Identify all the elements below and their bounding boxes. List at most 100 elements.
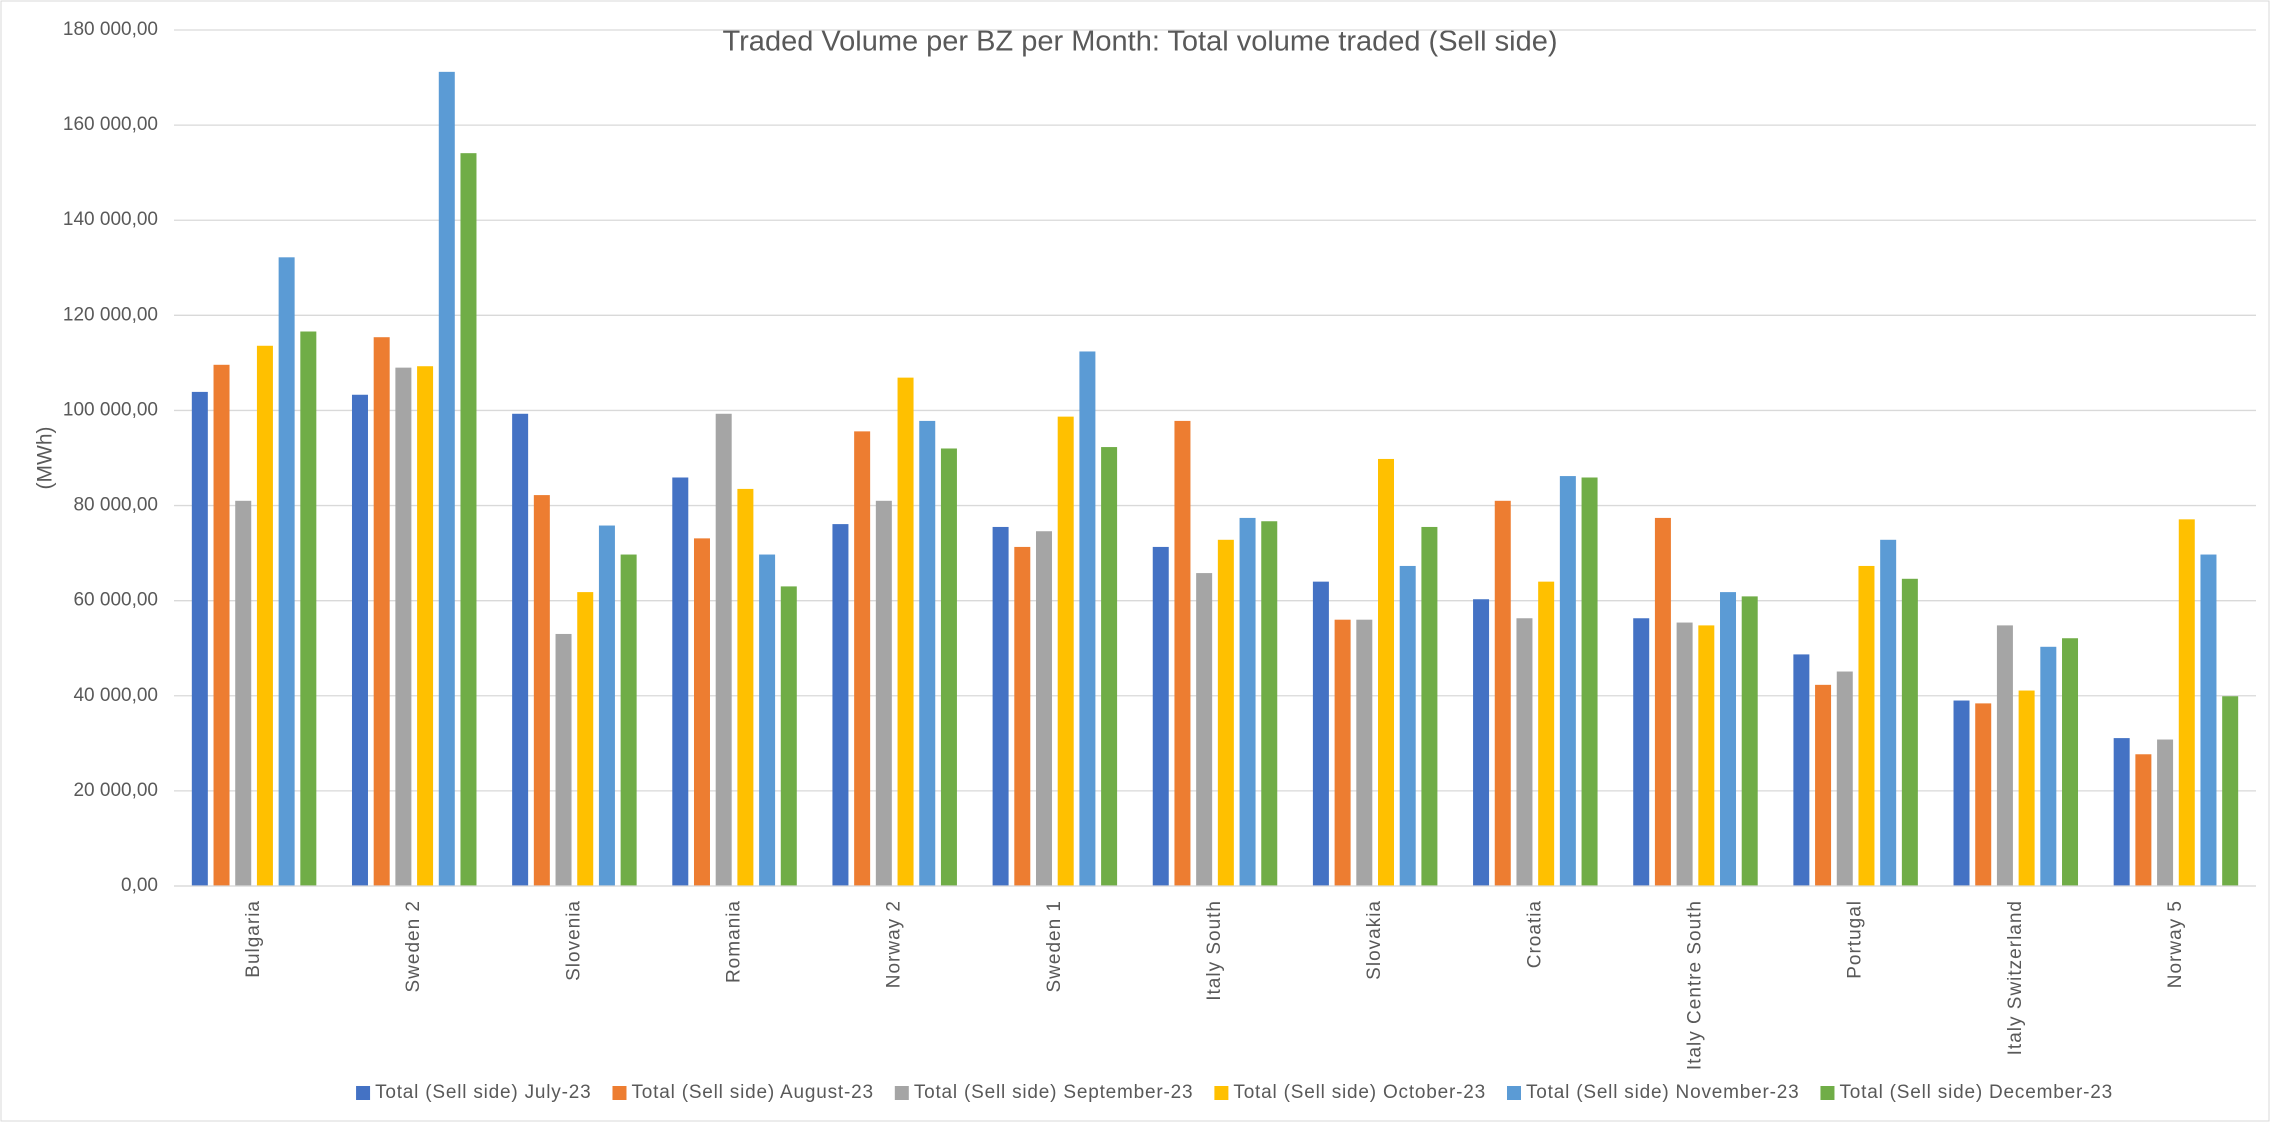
bar <box>351 394 368 886</box>
y-tick-label: 40 000,00 <box>73 685 158 706</box>
bar <box>1633 618 1650 886</box>
bar <box>780 586 797 886</box>
x-tick-label: Norway 2 <box>884 900 905 988</box>
y-tick-label: 160 000,00 <box>63 114 158 135</box>
bar <box>438 71 455 887</box>
legend-label: Total (Sell side) December-23 <box>1839 1082 2112 1103</box>
y-tick-label: 120 000,00 <box>63 304 158 325</box>
bar <box>1836 671 1853 886</box>
bar <box>759 554 776 886</box>
bar <box>2135 754 2152 886</box>
legend-marker <box>1820 1086 1835 1100</box>
bar <box>1901 578 1918 886</box>
y-tick-label: 100 000,00 <box>63 399 158 420</box>
legend-marker <box>356 1086 371 1100</box>
bar <box>512 413 529 886</box>
chart-title: Traded Volume per BZ per Month: Total vo… <box>723 26 1558 58</box>
bar <box>737 488 754 886</box>
bar <box>875 500 892 886</box>
bar <box>1057 416 1074 886</box>
bar <box>1720 592 1737 886</box>
bar <box>715 413 732 886</box>
bar <box>2178 519 2195 886</box>
legend-marker <box>612 1086 627 1100</box>
bar <box>300 331 317 887</box>
bar <box>1217 539 1234 886</box>
bar <box>1239 517 1256 886</box>
bar <box>1312 581 1329 886</box>
bar <box>278 257 295 886</box>
bar <box>191 391 208 886</box>
bar <box>555 633 572 886</box>
bar <box>897 377 914 886</box>
legend-label: Total (Sell side) September-23 <box>914 1082 1194 1103</box>
bar <box>693 538 710 886</box>
bar <box>1538 581 1555 886</box>
bar <box>1473 599 1490 886</box>
bar <box>1698 625 1715 886</box>
bar <box>919 420 936 886</box>
bar <box>1975 703 1992 886</box>
y-tick-label: 0,00 <box>121 875 158 896</box>
bar <box>1793 654 1810 886</box>
bar <box>417 366 434 886</box>
bar <box>460 153 477 886</box>
y-tick-label: 60 000,00 <box>73 590 158 611</box>
bar <box>2040 646 2057 886</box>
bar <box>1152 546 1169 886</box>
bar <box>2222 696 2239 886</box>
bar <box>256 345 273 886</box>
bar <box>395 367 412 887</box>
bar <box>1174 420 1191 886</box>
bar <box>1334 619 1351 886</box>
bar <box>1996 625 2013 886</box>
bar <box>1654 517 1671 886</box>
bar <box>2200 554 2217 886</box>
y-tick-label: 80 000,00 <box>73 495 158 516</box>
bar <box>1953 700 1970 886</box>
legend-label: Total (Sell side) July-23 <box>375 1082 591 1103</box>
bar <box>1494 500 1511 886</box>
bar <box>598 525 615 886</box>
x-tick-label: Bulgaria <box>243 900 264 978</box>
bar <box>373 337 390 887</box>
x-tick-label: Sweden 2 <box>403 900 424 993</box>
bar <box>577 592 594 886</box>
legend-label: Total (Sell side) October-23 <box>1233 1082 1486 1103</box>
bar <box>2018 690 2035 886</box>
x-tick-label: Italy South <box>1204 900 1225 1001</box>
bar <box>2062 638 2079 886</box>
bar <box>2157 739 2174 886</box>
bar <box>620 554 637 886</box>
y-axis-label: (MWh) <box>34 427 57 490</box>
y-tick-label: 140 000,00 <box>63 209 158 230</box>
bar <box>1815 684 1832 886</box>
bar <box>533 495 550 886</box>
x-tick-label: Portugal <box>1845 900 1866 979</box>
y-tick-label: 20 000,00 <box>73 780 158 801</box>
bar <box>1399 565 1416 886</box>
x-tick-label: Slovakia <box>1364 900 1385 980</box>
bar <box>1676 622 1693 886</box>
x-tick-label: Italy Switzerland <box>2005 900 2026 1055</box>
bar <box>1079 351 1096 886</box>
bar <box>1101 447 1118 886</box>
bar <box>1356 619 1373 886</box>
bar <box>940 448 957 886</box>
bar <box>235 500 252 886</box>
bar <box>1035 531 1052 886</box>
bar <box>1880 539 1897 886</box>
bar <box>1858 565 1875 886</box>
x-tick-label: Slovenia <box>563 900 584 981</box>
x-tick-label: Norway 5 <box>2165 900 2186 988</box>
bar <box>832 524 849 886</box>
bar <box>1516 618 1533 886</box>
bar <box>1014 546 1031 886</box>
x-tick-label: Romania <box>724 900 745 983</box>
legend-marker <box>894 1086 909 1100</box>
bar <box>1378 458 1395 886</box>
bar <box>213 364 230 886</box>
